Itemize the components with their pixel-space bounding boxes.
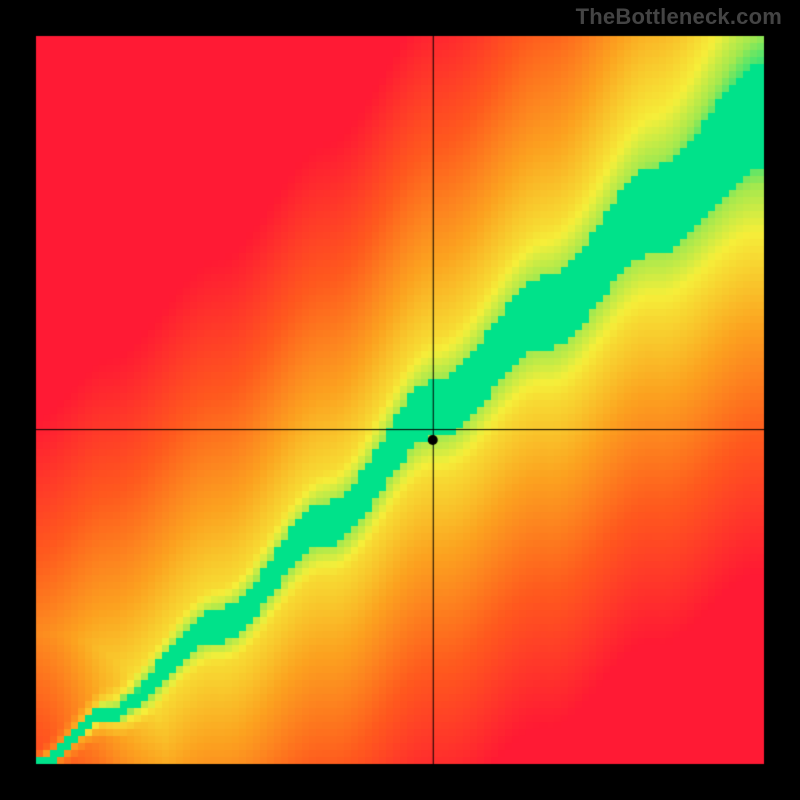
watermark-text: TheBottleneck.com bbox=[576, 4, 782, 30]
bottleneck-heatmap bbox=[0, 0, 800, 800]
